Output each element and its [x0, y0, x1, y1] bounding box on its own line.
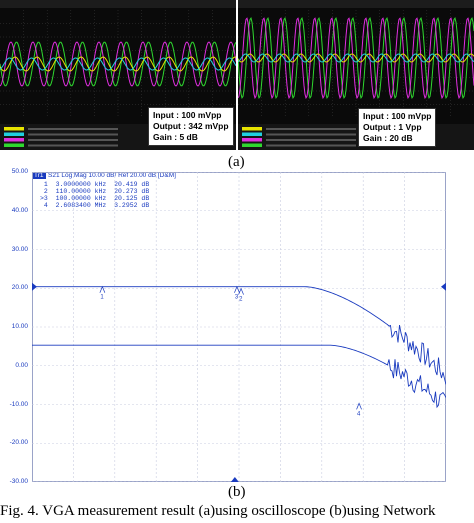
y-tick-label: 20.00 — [11, 284, 28, 292]
label-a: (a) — [228, 154, 245, 170]
marker-freq: 100.00000 kHz — [55, 195, 115, 202]
scope-readout-row — [266, 139, 356, 141]
marker-symbol-3 — [234, 285, 240, 293]
scope-right-gain: Gain : 20 dB — [363, 133, 413, 143]
marker-row: 2 110.00000 kHz 20.273 dB — [40, 188, 149, 195]
reference-arrow-right — [441, 282, 446, 291]
marker-id: >3 — [40, 195, 56, 202]
scope-left-info: Input : 100 mVpp Output : 342 mVpp Gain … — [148, 107, 234, 146]
y-tick-label: -10.00 — [9, 400, 28, 408]
scope-waveform — [238, 17, 474, 99]
figure-caption: Fig. 4. VGA measurement result (a)using … — [0, 503, 436, 519]
oscilloscope-right: Input : 100 mVpp Output : 1 Vpp Gain : 2… — [238, 0, 474, 150]
plot-frame — [32, 172, 446, 482]
marker-id: 2 — [40, 188, 56, 195]
scope-readout-row — [266, 144, 356, 147]
marker-symbol-4 — [356, 402, 362, 410]
y-tick-label: 40.00 — [11, 206, 28, 214]
scope-waveform — [238, 17, 474, 100]
scope-waveform — [0, 57, 236, 71]
marker-id: 4 — [40, 202, 56, 209]
y-tick-label: -20.00 — [9, 439, 28, 447]
scope-channel-chip — [242, 143, 262, 147]
trace-line-1 — [32, 286, 446, 385]
marker-value: 3.2952 dB — [114, 202, 150, 209]
y-tick-label: 0.00 — [15, 361, 28, 369]
y-tick-label: -30.00 — [9, 478, 28, 485]
marker-value: 20.273 dB — [114, 188, 150, 195]
scope-channel-chip — [242, 132, 262, 136]
marker-symbol-label: 4 — [357, 411, 361, 417]
scope-channel-chip — [4, 143, 24, 147]
marker-value: 20.125 dB — [114, 195, 150, 202]
y-tick-label: 30.00 — [11, 245, 28, 253]
na-traces: 1 3 24 — [32, 172, 446, 482]
scope-readout-row — [28, 139, 118, 141]
scope-left-gain: Gain : 5 dB — [153, 132, 198, 142]
na-header-text: S21 Log Mag 10.00 dB/ Ref 20.00 dB [D&M] — [48, 172, 176, 179]
marker-symbol-2 — [238, 287, 244, 295]
label-b: (b) — [228, 484, 246, 500]
trace-line-2 — [32, 344, 446, 409]
scope-readout-row — [28, 133, 118, 136]
scope-right-info: Input : 100 mVpp Output : 1 Vpp Gain : 2… — [358, 108, 437, 147]
scope-channel-chip — [4, 138, 24, 142]
scope-channel-chip — [4, 132, 24, 136]
scope-waveform — [0, 56, 236, 72]
scope-right-input: Input : 100 mVpp — [363, 111, 432, 121]
marker-symbol-label: 2 — [239, 297, 243, 303]
network-analyzer-plot: Tr1 S21 Log Mag 10.00 dB/ Ref 20.00 dB [… — [32, 172, 446, 482]
scope-left-input: Input : 100 mVpp — [153, 110, 222, 120]
marker-freq: 110.00000 kHz — [55, 188, 115, 195]
marker-symbol-1 — [99, 285, 106, 293]
scope-channel-chip — [4, 127, 24, 131]
stimulus-marker-bottom — [230, 477, 239, 482]
scope-readout-row — [28, 128, 118, 130]
marker-row: >3 100.00000 kHz 20.125 dB — [40, 195, 149, 202]
scope-channel-chip — [242, 138, 262, 142]
scope-right-output: Output : 1 Vpp — [363, 122, 422, 132]
scope-readout-row — [266, 128, 356, 130]
scope-waveform — [0, 41, 236, 87]
trace-label: Tr1 — [32, 172, 46, 179]
reference-arrow-left — [32, 282, 37, 291]
scope-header-strip — [238, 0, 474, 8]
oscilloscope-left: Input : 100 mVpp Output : 342 mVpp Gain … — [0, 0, 236, 150]
scope-readout-row — [28, 144, 118, 147]
marker-symbol-label: 3 — [235, 295, 239, 301]
scope-channel-chip — [242, 127, 262, 131]
marker-id: 1 — [40, 181, 56, 188]
y-tick-label: 50.00 — [11, 168, 28, 175]
scope-readout-row — [266, 133, 356, 136]
scope-waveform — [238, 53, 474, 63]
marker-value: 20.419 dB — [114, 181, 150, 188]
scope-header-strip — [0, 0, 236, 8]
scope-right-waveforms — [238, 0, 474, 150]
scope-left-output: Output : 342 mVpp — [153, 121, 229, 131]
marker-symbol-label: 1 — [100, 295, 104, 301]
y-tick-label: 10.00 — [11, 323, 28, 330]
scope-waveform — [0, 41, 236, 87]
